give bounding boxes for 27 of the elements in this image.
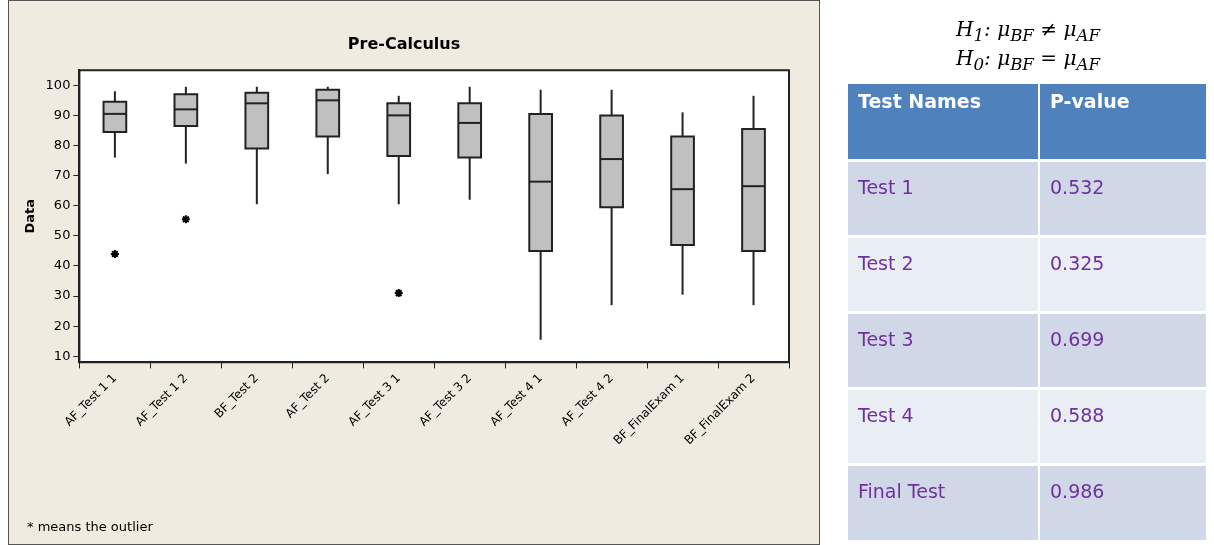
data-label: 0.325: [1049, 250, 1106, 276]
data-label: 0.532: [1049, 174, 1106, 200]
text: P-value: [1049, 89, 1131, 114]
data-label: 0.699: [1049, 326, 1106, 352]
category-label: Test 3: [848, 312, 1039, 388]
y-tick-label: 100: [45, 76, 71, 92]
text: Test Names: [848, 84, 1039, 160]
y-tick-label: 90: [53, 106, 71, 122]
category-label: Test 1: [848, 160, 1039, 236]
y-tick-label: 70: [53, 167, 71, 182]
chart-title: Pre-Calculus: [347, 33, 461, 53]
data-label: 0.986: [1049, 478, 1106, 504]
y-tick-label: 40: [53, 257, 71, 273]
y-tick-label: 80: [53, 136, 71, 152]
text: H$_{1}$: μ$_{BF}$ ≠ μ$_{AF}$: [954, 17, 1102, 47]
category-label: Final Test: [848, 464, 1039, 540]
y-tick-label: 50: [53, 227, 71, 243]
y-tick-label: 20: [53, 317, 71, 333]
y-tick-label: 10: [53, 347, 71, 363]
category-label: Test 4: [848, 388, 1039, 464]
text: * means the outlier: [27, 519, 153, 534]
category-label: Test 2: [848, 236, 1039, 312]
y-tick-label: 30: [53, 287, 71, 303]
y-axis-title: Data: [22, 199, 38, 234]
y-tick-label: 60: [53, 197, 71, 213]
data-label: 0.588: [1049, 402, 1106, 428]
text: H$_{0}$: μ$_{BF}$ = μ$_{AF}$: [954, 46, 1102, 76]
